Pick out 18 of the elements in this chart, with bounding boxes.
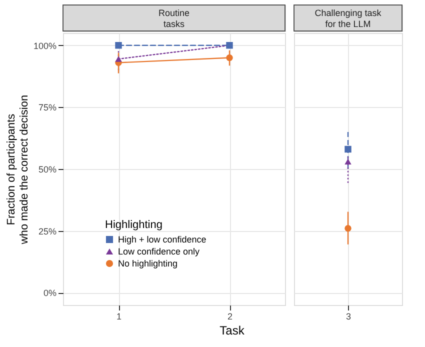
y-axis-title: Fraction of participants who made the correct decision xyxy=(5,94,30,246)
x-tick-label: 2 xyxy=(227,312,233,322)
x-tick-label: 1 xyxy=(116,312,122,322)
chart-title: Routine tasks xyxy=(158,8,190,29)
x-tick-label: 3 xyxy=(346,312,352,322)
y-tick-label: 75% xyxy=(38,102,56,113)
y-tick-label: 25% xyxy=(38,226,56,236)
legend-label: Low confidence only xyxy=(118,246,200,256)
legend-label: High + low confidence xyxy=(118,234,206,244)
y-tick-label: 50% xyxy=(38,164,56,174)
x-axis-title: Task xyxy=(220,324,246,338)
point xyxy=(115,42,122,49)
legend-label: No highlighting xyxy=(118,258,178,268)
y-tick-label: 0% xyxy=(43,288,56,298)
point xyxy=(226,54,233,62)
chart-title: Challenging task for the LLM xyxy=(314,8,382,29)
legend-title: Highlighting xyxy=(105,219,162,231)
y-tick-label: 100% xyxy=(33,40,56,51)
